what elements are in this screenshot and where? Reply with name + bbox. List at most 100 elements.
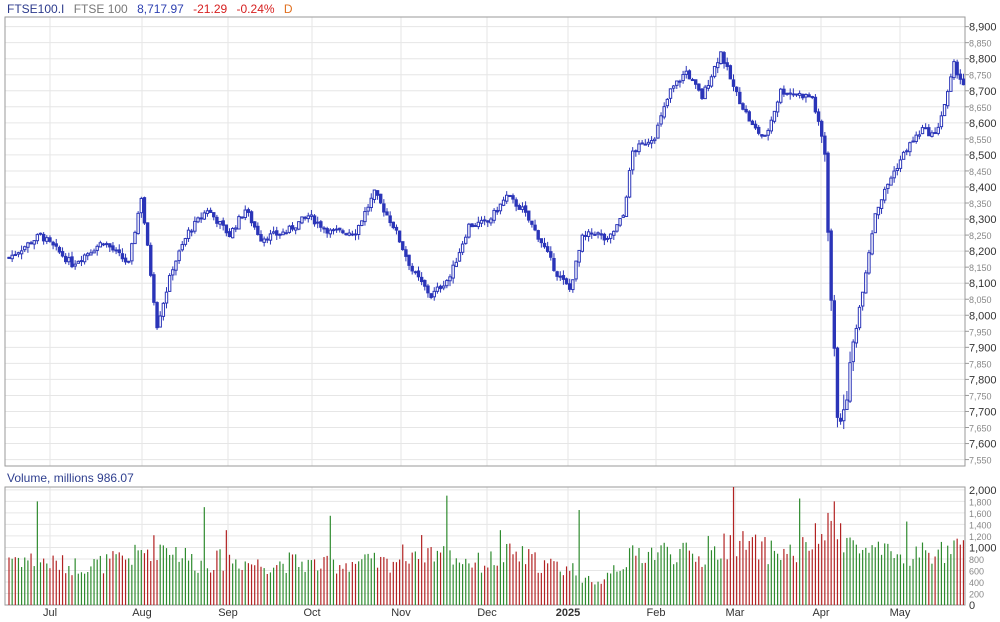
time-tick-label: Aug [132,607,152,619]
price-tick-label: 8,500 [969,150,997,162]
candle-body [898,159,903,169]
candle-body [927,127,931,137]
candle-body [637,143,641,153]
candle-body [596,232,600,235]
candle-body [763,134,767,137]
time-tick-label: Dec [477,607,497,619]
candle-body [599,233,603,236]
candle-body [501,199,506,206]
candle-body [769,119,773,132]
candle-body [621,215,625,218]
candle-body [750,120,755,126]
candle-body [593,233,597,236]
candle-body [467,223,471,238]
candle-body [167,275,172,292]
price-tick-label: 8,700 [969,86,997,98]
candle-body [549,251,553,258]
candle-body [845,399,849,410]
candle-body [57,246,62,253]
candle-body [227,231,232,238]
candle-body [946,91,950,107]
candle-body [375,190,380,196]
candle-body [382,203,386,213]
candle-body [908,142,912,153]
candle-body [205,210,210,215]
candle-body [605,237,610,240]
candle-body [772,110,777,122]
candle-body [388,215,392,224]
interval-label[interactable]: D [283,2,293,16]
candle-body [517,205,521,210]
candle-body [482,219,487,222]
price-tick-label: 8,050 [969,295,992,305]
candle-body [876,206,881,216]
candle-body [360,220,364,226]
candle-body [64,255,68,263]
candle-body [782,88,786,95]
candle-body [665,98,670,107]
candle-body [297,221,301,230]
candle-body [646,141,651,145]
chart-header: FTSE100.I FTSE 100 8,717.97 -21.29 -0.24… [7,2,299,16]
price-tick-label: 8,900 [969,22,997,34]
candle-body [744,108,748,113]
price-tick-label: 7,850 [969,359,992,369]
candle-body [35,234,40,242]
candle-body [813,96,818,113]
candle-body [889,177,893,186]
volume-tick-label: 2,000 [969,485,997,497]
volume-label: Volume, millions [7,471,94,485]
price-tick-label: 8,100 [969,278,997,290]
candle-body [785,92,789,95]
candle-body [933,132,937,135]
candle-body [202,212,207,220]
candle-body [177,250,181,262]
candle-body [451,264,455,279]
candle-body [564,278,569,285]
candle-body [325,228,329,234]
candle-body [221,220,225,226]
price-tick-label: 7,800 [969,374,997,386]
candle-body [649,140,654,144]
candle-body [243,209,247,219]
candle-body [385,211,389,216]
time-tick-label: Jul [43,607,57,619]
candle-body [583,234,588,237]
candle-body [338,227,342,231]
volume-tick-label: 1,800 [969,497,992,507]
candle-body [32,240,36,245]
price-tick-label: 8,350 [969,199,992,209]
candle-body [51,241,55,246]
candle-body [942,104,947,117]
candle-body [423,279,427,287]
symbol-label[interactable]: FTSE100.I [7,2,65,16]
price-tick-label: 8,750 [969,71,992,81]
candle-body [319,221,323,228]
candle-body [741,103,745,110]
candle-body [432,290,436,298]
candle-body [41,233,46,242]
candle-body [174,260,178,271]
candle-body [797,92,802,96]
candle-body [895,167,899,171]
candle-body [95,245,99,251]
candle-body [687,70,692,80]
candle-body [180,244,184,251]
candle-body [901,151,906,160]
candle-body [930,132,934,137]
candle-body [719,51,723,65]
candle-body [574,260,578,280]
candle-body [429,293,433,298]
candle-body [401,241,405,251]
candle-body [256,225,260,235]
candle-body [404,249,408,257]
candle-body [879,199,884,209]
candle-body [511,195,515,200]
price-tick-label: 8,550 [969,135,992,145]
candle-body [45,237,49,242]
price-tick-label: 7,550 [969,456,992,466]
candle-body [779,88,783,103]
time-axis: Jul Aug Sep Oct Nov Dec 2025 Feb Mar Apr May [43,607,911,619]
candle-body [98,242,103,248]
